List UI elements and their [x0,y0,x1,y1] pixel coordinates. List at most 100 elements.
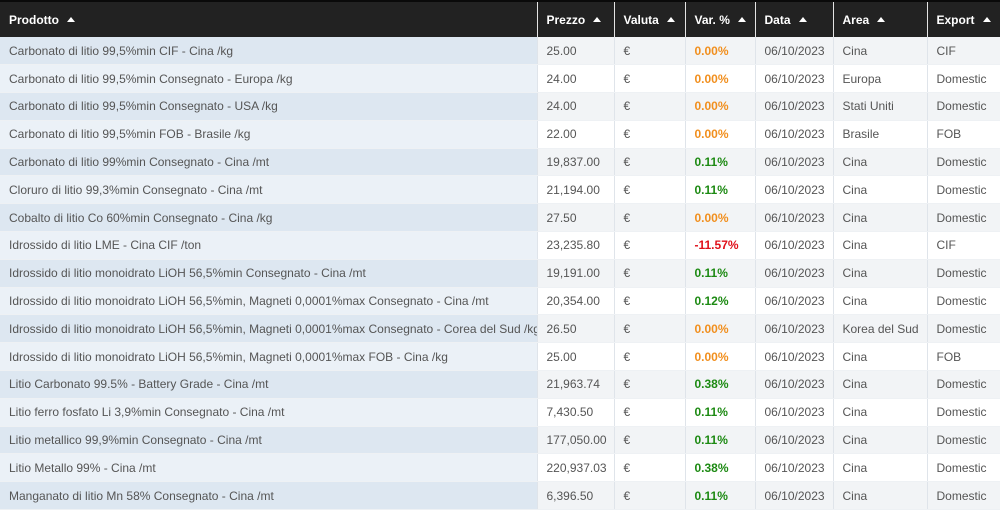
product-cell[interactable]: Idrossido di litio monoidrato LiOH 56,5%… [0,342,538,372]
area-cell: Cina [833,148,928,177]
price-cell: 7,430.50 [537,398,615,427]
export-cell: Domestic [927,148,1000,177]
table-row: Litio Metallo 99% - Cina /mt 220,937.03 €0… [0,453,1000,483]
variation-cell: 0.00% [685,92,756,121]
price-cell: 24.00 [537,64,615,94]
price-cell: 21,194.00 [537,175,615,205]
product-cell[interactable]: Cobalto di litio Co 60%min Consegnato - … [0,203,538,233]
price-cell: 22.00 [537,120,615,149]
export-cell: Domestic [927,175,1000,205]
price-cell: 23,235.80 [537,231,615,260]
product-cell[interactable]: Idrossido di litio monoidrato LiOH 56,5%… [0,259,538,288]
date-cell: 06/10/2023 [755,259,834,288]
export-cell: Domestic [927,370,1000,399]
export-cell: CIF [927,37,1000,66]
date-cell: 06/10/2023 [755,203,834,233]
product-cell[interactable]: Cloruro di litio 99,3%min Consegnato - C… [0,175,538,205]
column-header-export[interactable]: Export [927,0,1000,37]
column-header-price[interactable]: Prezzo [537,0,615,37]
sort-asc-icon [593,16,602,22]
product-cell[interactable]: Litio Carbonato 99.5% - Battery Grade - … [0,370,538,399]
area-cell: Stati Uniti [833,92,928,121]
product-cell[interactable]: Manganato di litio Mn 58% Consegnato - C… [0,481,538,510]
currency-cell: € [614,148,686,177]
date-cell: 06/10/2023 [755,231,834,260]
date-cell: 06/10/2023 [755,175,834,205]
export-cell: Domestic [927,398,1000,427]
product-cell[interactable]: Litio metallico 99,9%min Consegnato - Ci… [0,426,538,455]
product-cell[interactable]: Carbonato di litio 99,5%min CIF - Cina /… [0,37,538,66]
table-row: Litio ferro fosfato Li 3,9%min Consegnat… [0,398,1000,427]
export-cell: Domestic [927,287,1000,316]
product-cell[interactable]: Litio Metallo 99% - Cina /mt [0,453,538,483]
variation-cell: 0.00% [685,37,756,66]
date-cell: 06/10/2023 [755,453,834,483]
price-cell: 19,837.00 [537,148,615,177]
column-header-var[interactable]: Var. % [685,0,756,37]
currency-cell: € [614,64,686,94]
column-header-currency[interactable]: Valuta [614,0,686,37]
product-cell[interactable]: Litio ferro fosfato Li 3,9%min Consegnat… [0,398,538,427]
area-cell: Cina [833,481,928,510]
product-cell[interactable]: Idrossido di litio monoidrato LiOH 56,5%… [0,287,538,316]
date-cell: 06/10/2023 [755,370,834,399]
header-row: Prodotto Prezzo Valuta Var. % Data Area … [0,0,1000,37]
date-cell: 06/10/2023 [755,287,834,316]
variation-cell: 0.00% [685,120,756,149]
export-cell: FOB [927,342,1000,372]
area-cell: Cina [833,342,928,372]
currency-cell: € [614,175,686,205]
sort-asc-icon [877,16,886,22]
currency-cell: € [614,92,686,121]
product-cell[interactable]: Carbonato di litio 99,5%min Consegnato -… [0,64,538,94]
column-label: Valuta [623,12,659,27]
variation-cell: 0.11% [685,426,756,455]
table-row: Carbonato di litio 99,5%min Consegnato -… [0,92,1000,121]
currency-cell: € [614,426,686,455]
table-row: Carbonato di litio 99,5%min CIF - Cina /… [0,37,1000,66]
currency-cell: € [614,481,686,510]
export-cell: Domestic [927,481,1000,510]
column-header-product[interactable]: Prodotto [0,0,538,37]
area-cell: Korea del Sud [833,314,928,344]
product-cell[interactable]: Carbonato di litio 99,5%min FOB - Brasil… [0,120,538,149]
area-cell: Cina [833,203,928,233]
area-cell: Cina [833,287,928,316]
table-row: Idrossido di litio monoidrato LiOH 56,5%… [0,314,1000,344]
table-row: Litio metallico 99,9%min Consegnato - Ci… [0,426,1000,455]
column-header-area[interactable]: Area [833,0,928,37]
table-header: Prodotto Prezzo Valuta Var. % Data Area … [0,0,1000,37]
product-cell[interactable]: Carbonato di litio 99%min Consegnato - C… [0,148,538,177]
product-cell[interactable]: Idrossido di litio LME - Cina CIF /ton [0,231,538,260]
currency-cell: € [614,370,686,399]
area-cell: Europa [833,64,928,94]
price-cell: 26.50 [537,314,615,344]
export-cell: Domestic [927,314,1000,344]
product-cell[interactable]: Idrossido di litio monoidrato LiOH 56,5%… [0,314,538,344]
product-cell[interactable]: Carbonato di litio 99,5%min Consegnato -… [0,92,538,121]
price-cell: 220,937.03 [537,453,615,483]
date-cell: 06/10/2023 [755,120,834,149]
date-cell: 06/10/2023 [755,64,834,94]
export-cell: Domestic [927,203,1000,233]
price-cell: 24.00 [537,92,615,121]
variation-cell: 0.00% [685,203,756,233]
export-cell: FOB [927,120,1000,149]
table-row: Cobalto di litio Co 60%min Consegnato - … [0,203,1000,233]
price-cell: 19,191.00 [537,259,615,288]
export-cell: Domestic [927,426,1000,455]
variation-cell: 0.38% [685,453,756,483]
date-cell: 06/10/2023 [755,398,834,427]
variation-cell: 0.38% [685,370,756,399]
price-cell: 6,396.50 [537,481,615,510]
export-cell: Domestic [927,92,1000,121]
date-cell: 06/10/2023 [755,342,834,372]
sort-asc-icon [666,16,675,22]
column-header-date[interactable]: Data [755,0,834,37]
area-cell: Cina [833,37,928,66]
currency-cell: € [614,37,686,66]
date-cell: 06/10/2023 [755,92,834,121]
price-cell: 25.00 [537,342,615,372]
date-cell: 06/10/2023 [755,37,834,66]
